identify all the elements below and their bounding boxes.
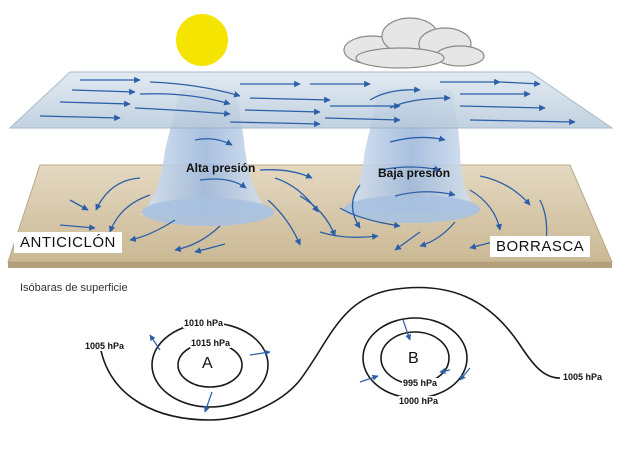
anticyclone-label: ANTICICLÓN: [14, 232, 122, 253]
upper-wind-arrows: [39, 76, 576, 128]
low-pressure-label: Baja presión: [378, 166, 451, 180]
isobar-label-left-1005: 1005 hPa: [84, 341, 126, 351]
storm-label: BORRASCA: [490, 236, 591, 257]
low-center-label: B: [408, 350, 419, 367]
isobar-label-right-1005: 1005 hPa: [562, 372, 604, 382]
cloud-icon: [343, 17, 485, 69]
surface-isobars-title: Isóbaras de superficie: [20, 282, 128, 294]
sun-icon: [176, 14, 228, 66]
isobar-label-1000: 1000 hPa: [398, 396, 440, 406]
isobar-wind-arrows: [149, 319, 471, 413]
isobar-label-995: 995 hPa: [402, 378, 439, 388]
isobar-1005-wave: [99, 286, 561, 421]
column-arrows: [194, 135, 456, 197]
ground-edge: [8, 262, 612, 268]
surface-isobars: [99, 286, 561, 421]
isobar-label-1015: 1015 hPa: [190, 338, 232, 348]
high-center-label: A: [202, 355, 213, 372]
high-pressure-label: Alta presión: [186, 161, 256, 175]
isobar-label-1010: 1010 hPa: [183, 318, 225, 328]
